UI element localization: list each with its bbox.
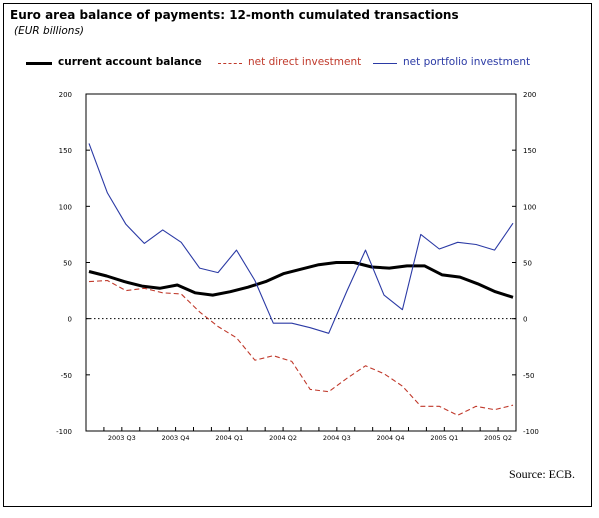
x-tick-label: 2004 Q3 xyxy=(323,434,351,442)
legend-label-portfolio-investment: net portfolio investment xyxy=(403,56,531,68)
y-tick-label-left: -50 xyxy=(61,372,72,380)
chart-frame xyxy=(3,3,592,507)
x-tick-label: 2003 Q4 xyxy=(162,434,190,442)
y-tick-label-right: -100 xyxy=(523,428,539,436)
series-line-net-portfolio-investment xyxy=(88,143,514,334)
legend-label-direct-investment: net direct investment xyxy=(248,56,362,68)
series-layer xyxy=(88,143,514,416)
x-tick-label: 2005 Q2 xyxy=(484,434,512,442)
legend-label-current-account: current account balance xyxy=(58,56,202,68)
x-tick-label: 2004 Q4 xyxy=(377,434,405,442)
series-line-net-direct-investment xyxy=(88,279,514,416)
plot-area xyxy=(85,93,517,432)
y-tick-label-right: 150 xyxy=(523,147,536,155)
y-tick-label-left: -100 xyxy=(56,428,72,436)
y-tick-label-right: 200 xyxy=(523,91,536,99)
y-tick-label-left: 200 xyxy=(59,91,72,99)
x-tick-label: 2003 Q3 xyxy=(108,434,136,442)
y-tick-label-right: -50 xyxy=(523,372,534,380)
y-tick-label-left: 150 xyxy=(59,147,72,155)
y-tick-label-right: 100 xyxy=(523,203,536,211)
y-tick-label-left: 100 xyxy=(59,203,72,211)
chart-subtitle: (EUR billions) xyxy=(14,25,85,37)
y-tick-label-right: 50 xyxy=(523,260,532,268)
x-tick-label: 2005 Q1 xyxy=(430,434,458,442)
chart-title: Euro area balance of payments: 12-month … xyxy=(10,8,459,22)
y-tick-label-left: 0 xyxy=(68,316,72,324)
y-tick-label-right: 0 xyxy=(523,316,527,324)
legend-swatch-current-account xyxy=(26,62,52,65)
labels-layer: 200 200 150 150 100 100 50 50 0 0 -50 -50 -100 -100 20… xyxy=(56,91,539,442)
x-tick-label: 2004 Q2 xyxy=(269,434,297,442)
source-note: Source: ECB. xyxy=(509,467,575,481)
axes-layer xyxy=(85,93,517,432)
legend-swatch-portfolio-investment xyxy=(373,63,397,64)
series-line-current-account-balance xyxy=(88,261,514,299)
legend-swatch-direct-investment xyxy=(218,63,242,64)
x-tick-label: 2004 Q1 xyxy=(215,434,243,442)
y-tick-label-left: 50 xyxy=(63,260,72,268)
